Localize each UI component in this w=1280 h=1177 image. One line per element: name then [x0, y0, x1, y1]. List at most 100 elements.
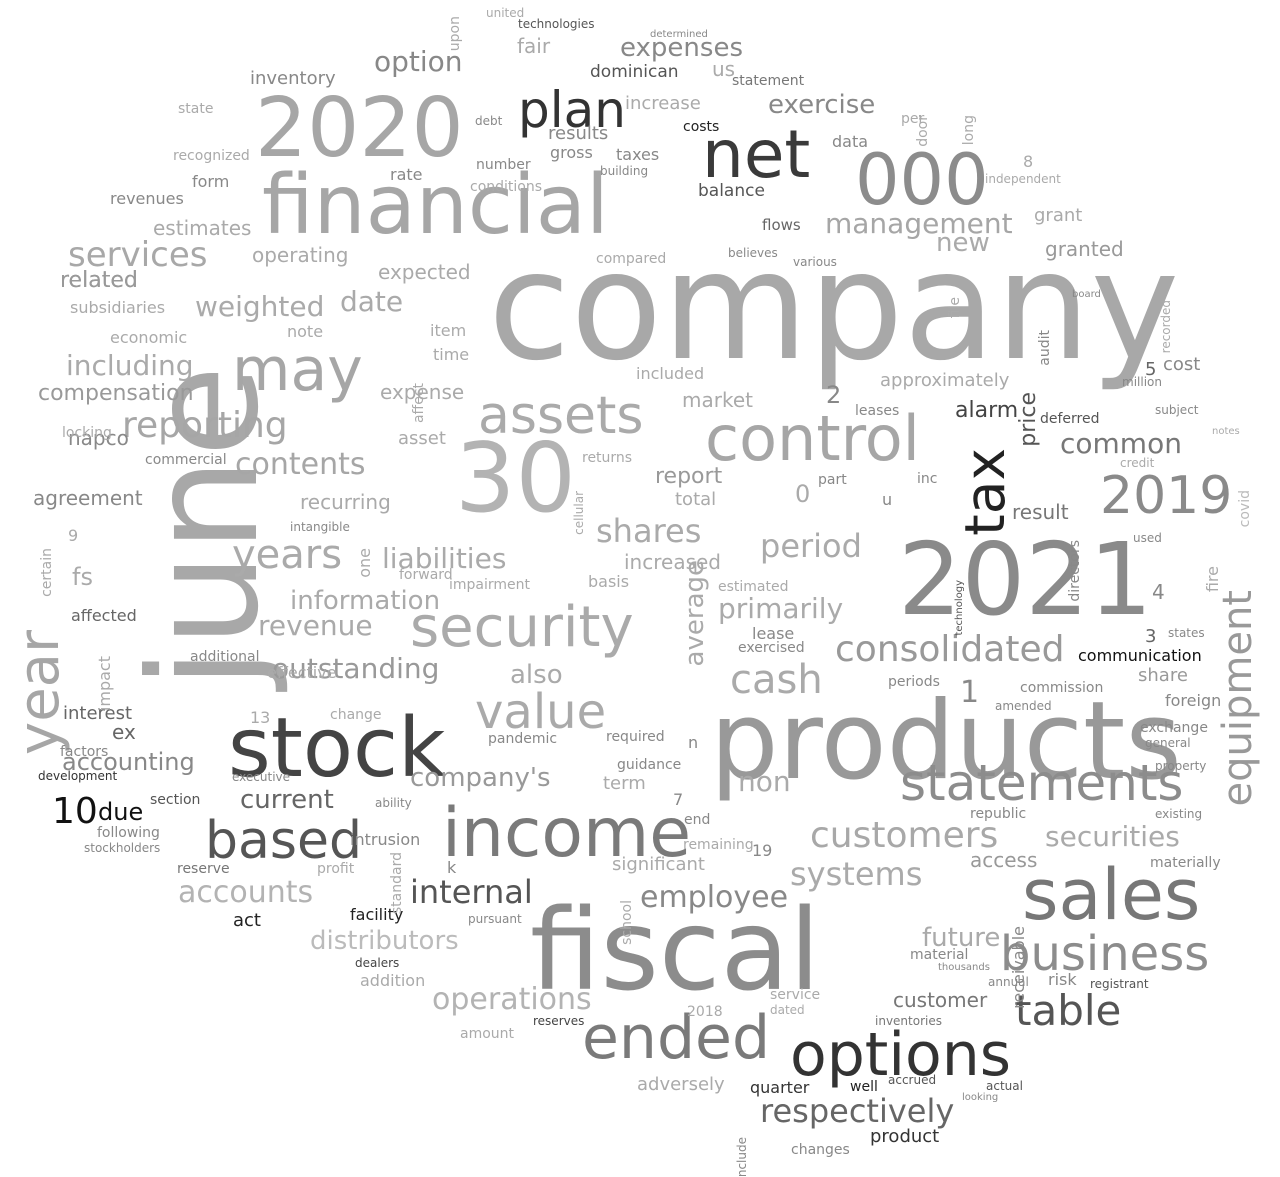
- word-commercial: commercial: [145, 452, 227, 468]
- word-8: 8: [1023, 152, 1034, 171]
- word-existing: existing: [1155, 807, 1203, 821]
- word-related: related: [60, 268, 138, 293]
- word-recurring: recurring: [300, 490, 391, 514]
- word-4: 4: [1152, 580, 1165, 604]
- word-distributors: distributors: [310, 926, 459, 956]
- word-debt: debt: [475, 114, 503, 128]
- word-end: end: [684, 812, 711, 828]
- word-adversely: adversely: [637, 1074, 725, 1095]
- word-consolidated: consolidated: [835, 629, 1065, 670]
- word-compensation: compensation: [38, 381, 194, 406]
- word-due: due: [98, 798, 144, 826]
- word-intangible: intangible: [290, 520, 350, 534]
- word-company: company: [488, 220, 1180, 394]
- word-profit: profit: [317, 861, 355, 877]
- word-covid: covid: [1237, 490, 1253, 528]
- word-000: 000: [855, 139, 989, 221]
- word-cash: cash: [730, 657, 823, 703]
- word-registrant: registrant: [1090, 977, 1149, 991]
- word-amended: amended: [995, 699, 1052, 713]
- word-weighted: weighted: [195, 290, 325, 323]
- word-guidance: guidance: [617, 757, 682, 773]
- word-united: united: [486, 6, 525, 20]
- word-price: price: [1016, 392, 1041, 447]
- word-building: building: [600, 164, 649, 178]
- word-may: may: [232, 335, 363, 405]
- word-thousands: thousands: [938, 962, 990, 973]
- word-services: services: [68, 235, 208, 275]
- word-expected: expected: [378, 260, 471, 284]
- word-note: note: [287, 322, 324, 341]
- word-republic: republic: [970, 806, 1027, 822]
- word-data: data: [832, 132, 869, 151]
- word-remaining: remaining: [683, 837, 754, 853]
- word-new: new: [936, 228, 990, 258]
- word-fs: fs: [72, 563, 93, 591]
- word-share: share: [1138, 665, 1188, 686]
- word-costs: costs: [683, 119, 720, 135]
- word-primarily: primarily: [718, 592, 844, 625]
- word-foreign: foreign: [1165, 691, 1222, 710]
- word-additional: additional: [190, 649, 260, 665]
- word-ability: ability: [375, 796, 412, 810]
- word-directors: directors: [1067, 540, 1083, 602]
- word-9: 9: [68, 526, 79, 545]
- word-business: business: [1000, 926, 1210, 982]
- word-equipment: equipment: [1215, 590, 1261, 807]
- word-technology: technology: [954, 580, 965, 636]
- word-risk: risk: [1048, 970, 1077, 989]
- word-employee: employee: [640, 880, 789, 915]
- word-standard: standard: [389, 852, 405, 915]
- word-sales: sales: [1022, 854, 1201, 936]
- word-increase: increase: [625, 93, 701, 114]
- word-net: net: [702, 116, 811, 193]
- word-2020: 2020: [255, 81, 464, 176]
- word-looking: looking: [962, 1092, 999, 1103]
- word-periods: periods: [888, 674, 940, 690]
- word-accounting: accounting: [62, 748, 195, 776]
- word-reporting: reporting: [122, 405, 288, 446]
- word-19: 19: [752, 841, 773, 860]
- word-management: management: [825, 207, 1013, 240]
- word-stock: stock: [228, 701, 446, 796]
- word-returns: returns: [582, 450, 633, 466]
- word-estimates: estimates: [153, 216, 252, 240]
- word-service: service: [770, 987, 821, 1003]
- word-included: included: [636, 364, 705, 383]
- word-2021: 2021: [898, 521, 1153, 638]
- word-gross: gross: [550, 143, 593, 162]
- word-revenues: revenues: [110, 189, 184, 208]
- word-impact: impact: [95, 656, 114, 712]
- word-general: general: [1145, 736, 1191, 750]
- word-systems: systems: [790, 855, 923, 893]
- word-door: door: [915, 115, 931, 147]
- word-30: 30: [455, 424, 576, 534]
- word-result: result: [1012, 500, 1069, 524]
- word-certain: certain: [39, 548, 55, 597]
- word-7: 7: [673, 790, 684, 809]
- word-information: information: [290, 586, 441, 616]
- word-date: date: [340, 285, 404, 318]
- word-including: including: [66, 349, 194, 382]
- word-value: value: [475, 684, 607, 740]
- word-determined: determined: [650, 29, 708, 40]
- word-quarter: quarter: [750, 1078, 810, 1097]
- word-addition: addition: [360, 971, 426, 990]
- word-granted: granted: [1045, 237, 1124, 261]
- word-2019: 2019: [1100, 466, 1233, 526]
- word-long: long: [961, 115, 977, 146]
- word-technologies: technologies: [518, 17, 595, 31]
- word-term: term: [603, 773, 646, 794]
- word-exchange: exchange: [1140, 720, 1208, 736]
- word-act: act: [233, 910, 261, 931]
- word-accounts: accounts: [178, 875, 314, 910]
- word-change: change: [330, 707, 382, 723]
- word-locking: locking: [62, 425, 112, 441]
- word-year: year: [7, 630, 72, 755]
- word-fiscal: fiscal: [530, 886, 821, 1016]
- word-1: 1: [960, 675, 980, 710]
- word-impairment: impairment: [449, 577, 531, 593]
- word-shares: shares: [596, 512, 702, 550]
- word-5: 5: [1145, 359, 1157, 380]
- word-expenses: expenses: [620, 33, 743, 63]
